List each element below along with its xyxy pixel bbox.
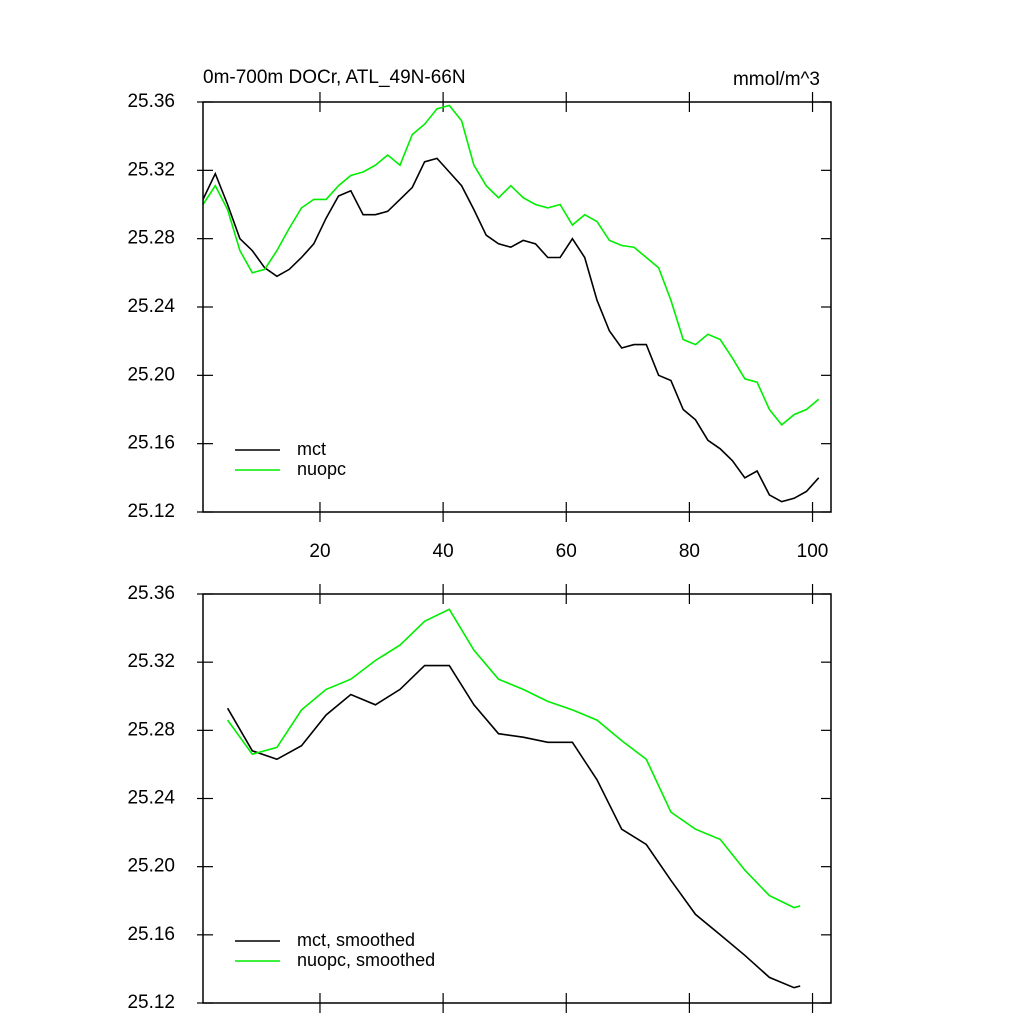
y-tick-label: 25.12 [127, 992, 175, 1013]
y-tick-label: 25.12 [127, 501, 175, 522]
y-tick-label: 25.36 [127, 91, 175, 112]
y-tick-label: 25.20 [127, 856, 175, 877]
plot-frame [202, 593, 832, 1004]
units-label: mmol/m^3 [733, 69, 820, 90]
data-line [202, 104, 820, 427]
y-tick-label: 25.20 [127, 364, 175, 385]
x-tick-label: 20 [309, 541, 330, 562]
data-line [226, 608, 801, 909]
y-tick-label: 25.24 [127, 788, 175, 809]
x-tick-label: 100 [797, 541, 829, 562]
y-tick-label: 25.16 [127, 433, 175, 454]
y-tick-label: 25.36 [127, 583, 175, 604]
y-tick-label: 25.28 [127, 719, 175, 740]
legend-label: mct, smoothed [297, 930, 415, 950]
data-line [226, 664, 801, 989]
legend-label: nuopc, smoothed [297, 950, 435, 970]
y-tick-label: 25.32 [127, 159, 175, 180]
x-tick-label: 80 [679, 541, 700, 562]
y-tick-label: 25.32 [127, 651, 175, 672]
x-tick-label: 60 [556, 541, 577, 562]
y-tick-label: 25.28 [127, 228, 175, 249]
legend-label: mct [297, 439, 326, 459]
chart-title: 0m-700m DOCr, ATL_49N-66N [203, 67, 466, 88]
legend-label: nuopc [297, 459, 346, 479]
data-line [202, 157, 820, 503]
plot-frame [202, 101, 832, 513]
y-tick-label: 25.24 [127, 296, 175, 317]
x-tick-label: 40 [433, 541, 454, 562]
y-tick-label: 25.16 [127, 924, 175, 945]
